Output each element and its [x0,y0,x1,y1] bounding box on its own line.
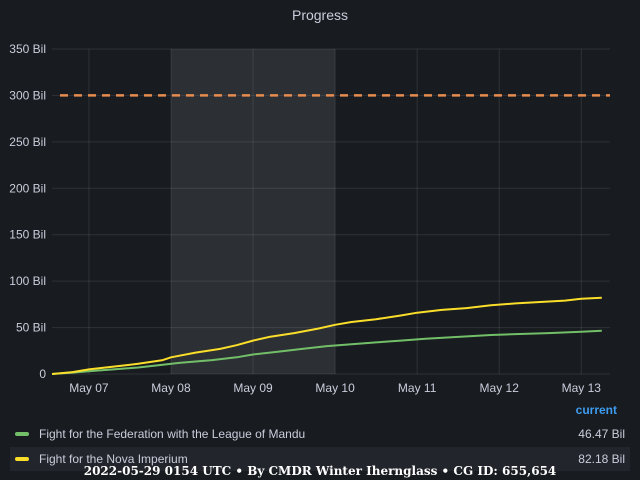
x-tick-label: May 13 [562,381,602,395]
footer-credits: 2022-05-29 0154 UTC • By CMDR Winter Ihe… [83,464,557,478]
y-tick-label: 250 Bil [9,135,46,149]
legend-label: Fight for the Nova Imperium [39,452,188,466]
chart-series [51,94,610,375]
chart-canvas: 0 50 Bil 100 Bil 150 Bil 200 Bil 250 Bil 300 B… [9,42,610,395]
x-tick-label: May 08 [151,381,191,395]
legend-swatch-federation [15,432,29,436]
y-tick-label: 150 Bil [9,228,46,242]
x-tick-label: May 12 [480,381,520,395]
legend-current-value: 82.18 Bil [578,452,625,466]
x-axis: May 07 May 08 May 09 May 10 May 11 May 12 May … [69,381,601,395]
x-tick-label: May 11 [398,381,437,395]
y-tick-label: 350 Bil [9,42,46,56]
y-tick-label: 0 [39,367,46,381]
x-tick-label: May 09 [233,381,273,395]
chart-title: Progress [291,7,349,23]
series-line-1 [51,296,602,375]
x-tick-label: May 10 [315,381,355,395]
y-tick-label: 200 Bil [9,181,46,195]
legend-item-nova-imperium[interactable]: Fight for the Nova Imperium 82.18 Bil [10,447,630,471]
highlight-region [170,49,336,374]
y-tick-label: 300 Bil [9,88,46,102]
series-line-0 [51,329,602,375]
x-tick-label: May 07 [69,381,109,395]
legend-item-federation[interactable]: Fight for the Federation with the League… [10,422,630,446]
y-tick-label: 100 Bil [9,274,46,288]
legend-header-current[interactable]: current [575,403,617,417]
legend-label: Fight for the Federation with the League… [39,427,306,441]
legend-swatch-nova-imperium [15,457,29,461]
y-tick-label: 50 Bil [16,321,46,335]
legend-current-value: 46.47 Bil [578,427,625,441]
y-axis: 0 50 Bil 100 Bil 150 Bil 200 Bil 250 Bil 300 B… [9,42,46,381]
